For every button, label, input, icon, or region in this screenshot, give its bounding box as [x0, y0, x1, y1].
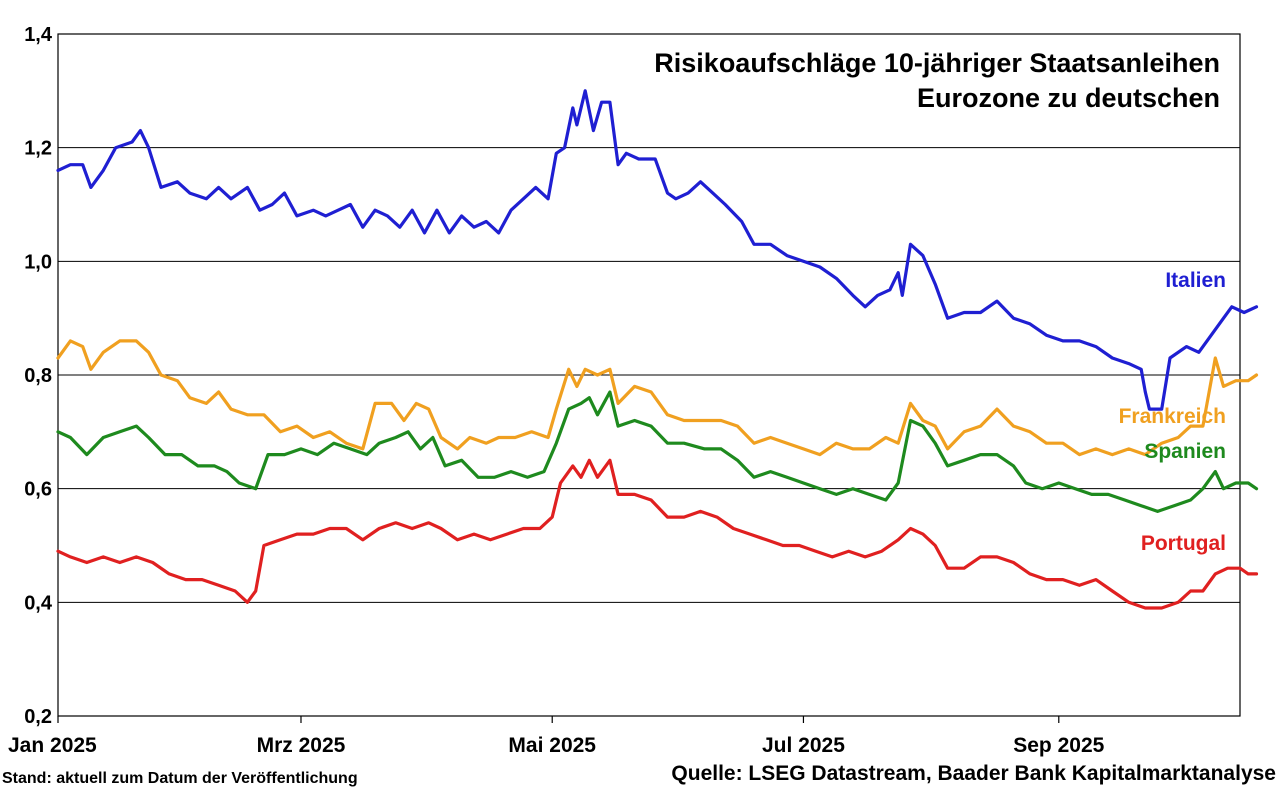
y-tick-label: 0,2: [24, 706, 52, 728]
y-tick-label: 1,2: [24, 138, 52, 160]
x-tick-label: Sep 2025: [1013, 734, 1104, 757]
x-tick-label: Mai 2025: [508, 734, 596, 757]
y-tick-label: 0,4: [24, 592, 53, 614]
series-labels: Italien Frankreich Spanien Portugal: [1119, 269, 1226, 555]
series-lines: [56, 89, 1259, 610]
y-tick-label: 1,0: [24, 251, 52, 273]
y-tick-label: 0,8: [24, 365, 52, 387]
y-tick-label: 1,4: [24, 24, 53, 46]
grid-lines: [58, 147, 1240, 603]
plot-frame: [57, 33, 1241, 717]
chart-title: Risikoaufschläge 10-jähriger Staatsanlei…: [654, 48, 1220, 78]
series-line-portugal: [56, 458, 1259, 610]
y-axis-ticks: 0,2 0,4 0,6 0,8 1,0 1,2 1,4: [24, 24, 53, 728]
footer-note: Stand: aktuell zum Datum der Veröffentli…: [2, 770, 358, 787]
x-tick-label: Mrz 2025: [257, 734, 346, 757]
series-line-spanien: [56, 390, 1259, 513]
series-line-frankreich: [56, 339, 1259, 457]
series-label-italien: Italien: [1165, 269, 1226, 292]
series-line-italien: [56, 89, 1259, 411]
axes: [57, 33, 1241, 717]
x-axis-ticks: Jan 2025 Mrz 2025 Mai 2025 Jul 2025 Sep 2025: [8, 716, 1105, 757]
chart-subtitle: Eurozone zu deutschen: [917, 83, 1220, 113]
y-tick-label: 0,6: [24, 479, 52, 501]
series-label-portugal: Portugal: [1141, 532, 1226, 555]
series-label-spanien: Spanien: [1144, 440, 1226, 463]
x-tick-label: Jul 2025: [762, 734, 845, 757]
x-tick-label: Jan 2025: [8, 734, 97, 757]
series-label-frankreich: Frankreich: [1119, 405, 1226, 428]
footer-source: Quelle: LSEG Datastream, Baader Bank Kap…: [671, 762, 1276, 785]
